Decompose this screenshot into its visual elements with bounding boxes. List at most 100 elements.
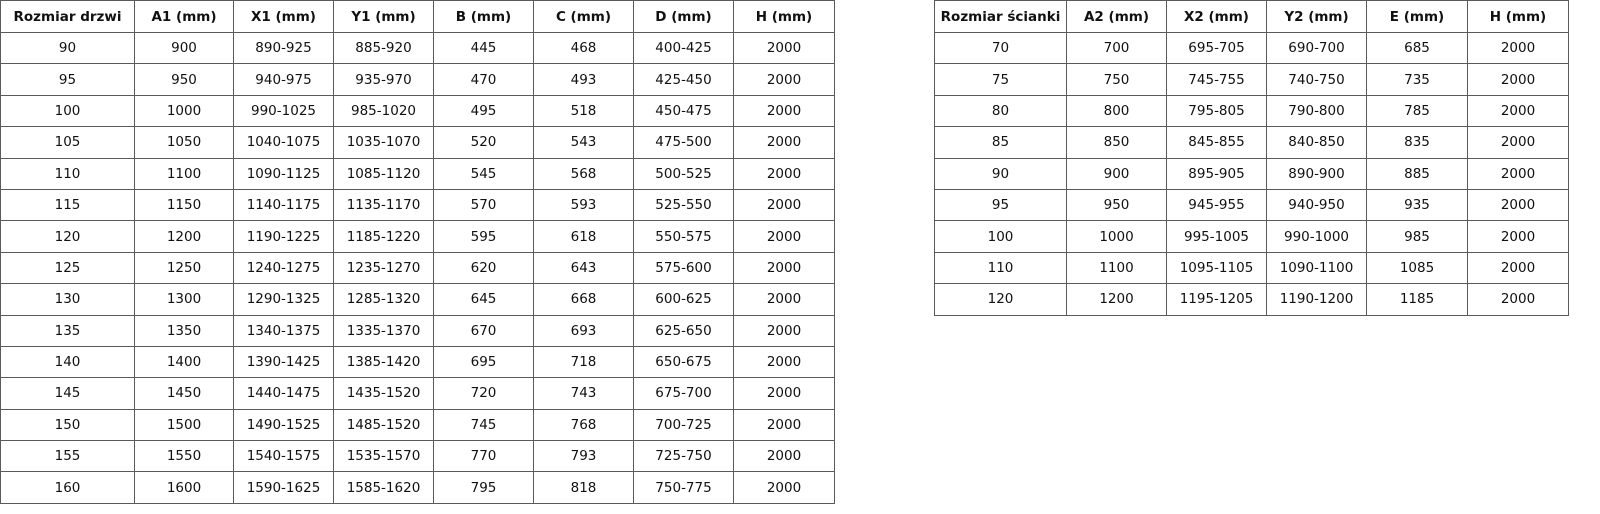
table-row: 90 900 890-925 885-920 445 468 400-425 2000 bbox=[0, 31, 835, 65]
table-cell: 2000 bbox=[733, 283, 835, 316]
table-cell: 2000 bbox=[1467, 94, 1569, 128]
table-cell: 500-525 bbox=[633, 157, 734, 190]
table-cell: 935 bbox=[1366, 188, 1468, 222]
table-cell: 2000 bbox=[733, 31, 835, 65]
table-cell: 2000 bbox=[733, 220, 835, 253]
table-cell: 1440-1475 bbox=[233, 377, 334, 410]
table-row: 95 950 945-955 940-950 935 2000 bbox=[934, 188, 1569, 222]
table-cell: 770 bbox=[433, 440, 534, 473]
table-cell: 990-1025 bbox=[233, 94, 334, 128]
table-cell: 750-775 bbox=[633, 471, 734, 504]
table-cell: 668 bbox=[533, 283, 634, 316]
table-cell: 493 bbox=[533, 63, 634, 96]
table-cell: 885 bbox=[1366, 157, 1468, 190]
table-cell: 2000 bbox=[733, 408, 835, 442]
table-cell: 2000 bbox=[733, 94, 835, 128]
table-row: 110 1100 1095-1105 1090-1100 1085 2000 bbox=[934, 251, 1569, 285]
table-cell: 1585-1620 bbox=[333, 471, 434, 504]
table-cell: 685 bbox=[1366, 31, 1468, 65]
table-cell: 155 bbox=[0, 440, 135, 473]
table-cell: 2000 bbox=[733, 345, 835, 379]
table-cell: 690-700 bbox=[1266, 31, 1367, 65]
table-cell: 790-800 bbox=[1266, 94, 1367, 128]
table-cell: 740-750 bbox=[1266, 63, 1367, 96]
table-cell: 890-900 bbox=[1266, 157, 1367, 190]
table-cell: 445 bbox=[433, 31, 534, 65]
table-cell: 1340-1375 bbox=[233, 314, 334, 347]
table-cell: 2000 bbox=[1467, 63, 1569, 96]
table-cell: 120 bbox=[934, 283, 1067, 316]
table-row: 95 950 940-975 935-970 470 493 425-450 2000 bbox=[0, 63, 835, 96]
table-cell: 2000 bbox=[733, 377, 835, 410]
table-row: 125 1250 1240-1275 1235-1270 620 643 575-600 20… bbox=[0, 251, 835, 285]
table-cell: 1235-1270 bbox=[333, 251, 434, 285]
table-cell: 1200 bbox=[1066, 283, 1167, 316]
table-cell: 2000 bbox=[1467, 283, 1569, 316]
table-cell: 900 bbox=[134, 31, 234, 65]
table-cell: 120 bbox=[0, 220, 135, 253]
table-cell: 545 bbox=[433, 157, 534, 190]
column-header: B (mm) bbox=[433, 0, 534, 33]
table-cell: 570 bbox=[433, 188, 534, 222]
table-cell: 1200 bbox=[134, 220, 234, 253]
table-cell: 1450 bbox=[134, 377, 234, 410]
table-cell: 745-755 bbox=[1166, 63, 1267, 96]
table-cell: 2000 bbox=[1467, 157, 1569, 190]
table-cell: 643 bbox=[533, 251, 634, 285]
door-dimensions-table: Rozmiar drzwi A1 (mm) X1 (mm) Y1 (mm) B (mm)… bbox=[0, 0, 835, 504]
table-cell: 595 bbox=[433, 220, 534, 253]
table-cell: 543 bbox=[533, 126, 634, 159]
table-cell: 105 bbox=[0, 126, 135, 159]
table-cell: 700 bbox=[1066, 31, 1167, 65]
table-cell: 1435-1520 bbox=[333, 377, 434, 410]
table-cell: 1385-1420 bbox=[333, 345, 434, 379]
table-cell: 110 bbox=[934, 251, 1067, 285]
table-row: 155 1550 1540-1575 1535-1570 770 793 725-750 20… bbox=[0, 440, 835, 473]
table-cell: 70 bbox=[934, 31, 1067, 65]
table-cell: 130 bbox=[0, 283, 135, 316]
table-cell: 90 bbox=[0, 31, 135, 65]
table-cell: 135 bbox=[0, 314, 135, 347]
table-cell: 160 bbox=[0, 471, 135, 504]
table-cell: 885-920 bbox=[333, 31, 434, 65]
table-cell: 840-850 bbox=[1266, 126, 1367, 159]
table-cell: 2000 bbox=[733, 188, 835, 222]
table-cell: 785 bbox=[1366, 94, 1468, 128]
table-cell: 850 bbox=[1066, 126, 1167, 159]
table-cell: 985 bbox=[1366, 220, 1468, 253]
table-row: 145 1450 1440-1475 1435-1520 720 743 675-700 20… bbox=[0, 377, 835, 410]
table-cell: 935-970 bbox=[333, 63, 434, 96]
table-cell: 1150 bbox=[134, 188, 234, 222]
table-cell: 1190-1225 bbox=[233, 220, 334, 253]
table-cell: 1250 bbox=[134, 251, 234, 285]
column-header: H (mm) bbox=[1467, 0, 1569, 33]
table-cell: 2000 bbox=[733, 314, 835, 347]
table-cell: 718 bbox=[533, 345, 634, 379]
table-cell: 695-705 bbox=[1166, 31, 1267, 65]
table-cell: 2000 bbox=[1467, 188, 1569, 222]
table-cell: 575-600 bbox=[633, 251, 734, 285]
table-cell: 1100 bbox=[134, 157, 234, 190]
table-cell: 645 bbox=[433, 283, 534, 316]
table-cell: 793 bbox=[533, 440, 634, 473]
table-row: 120 1200 1190-1225 1185-1220 595 618 550-575 20… bbox=[0, 220, 835, 253]
table-cell: 1190-1200 bbox=[1266, 283, 1367, 316]
table-cell: 2000 bbox=[1467, 220, 1569, 253]
column-header: Y2 (mm) bbox=[1266, 0, 1367, 33]
table-cell: 450-475 bbox=[633, 94, 734, 128]
table-cell: 550-575 bbox=[633, 220, 734, 253]
table-cell: 725-750 bbox=[633, 440, 734, 473]
table-cell: 700-725 bbox=[633, 408, 734, 442]
table-cell: 1590-1625 bbox=[233, 471, 334, 504]
table-cell: 468 bbox=[533, 31, 634, 65]
table-cell: 1600 bbox=[134, 471, 234, 504]
table-cell: 1085 bbox=[1366, 251, 1468, 285]
table-cell: 1050 bbox=[134, 126, 234, 159]
table-cell: 520 bbox=[433, 126, 534, 159]
table-cell: 1500 bbox=[134, 408, 234, 442]
table-cell: 835 bbox=[1366, 126, 1468, 159]
table-row: 80 800 795-805 790-800 785 2000 bbox=[934, 94, 1569, 128]
table-cell: 568 bbox=[533, 157, 634, 190]
column-header: X2 (mm) bbox=[1166, 0, 1267, 33]
table-cell: 1090-1100 bbox=[1266, 251, 1367, 285]
